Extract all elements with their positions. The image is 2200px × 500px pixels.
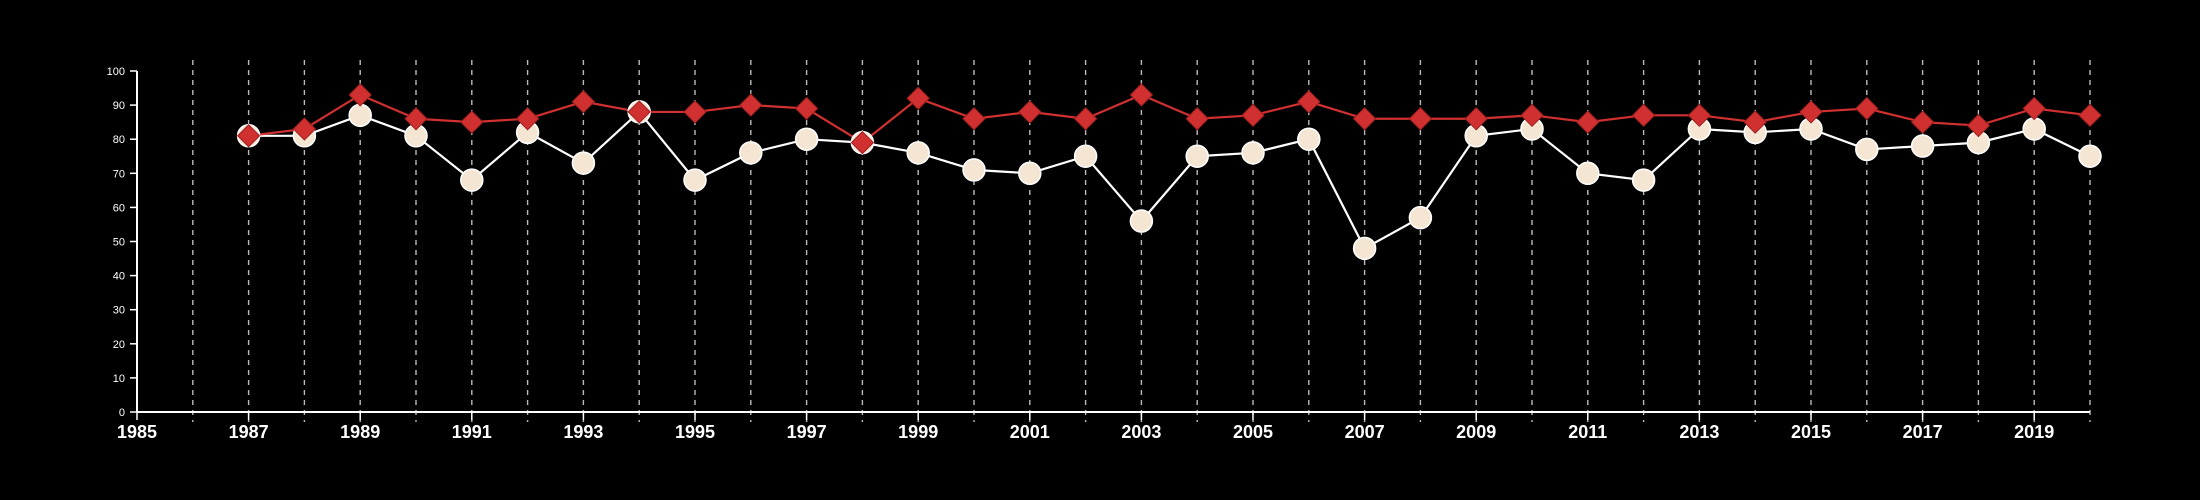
- series-1-point-1993: [571, 151, 596, 175]
- series-2-point-1990: [404, 107, 428, 131]
- x-tick-label: 1985: [117, 422, 157, 442]
- series-2-point-2002: [1073, 107, 1098, 131]
- series-1-point-2004: [1185, 144, 1209, 168]
- series-1-point-2002: [1073, 144, 1098, 168]
- series-1-point-2016: [1855, 137, 1879, 162]
- x-tick-label: 2013: [1679, 422, 1719, 442]
- series-2-point-2015: [1799, 100, 1823, 124]
- x-tick-label: 2017: [1903, 422, 1943, 442]
- series-1-point-1999: [906, 141, 930, 165]
- series-2-point-1987: [236, 124, 261, 148]
- series-2-point-1991: [460, 110, 484, 134]
- series-2-point-2001: [1018, 100, 1042, 124]
- series-2-point-2011: [1576, 110, 1600, 134]
- y-tick-label: 30: [113, 305, 125, 317]
- y-tick-label: 0: [119, 407, 125, 419]
- series-1-line: [248, 110, 2091, 250]
- x-tick-label: 1997: [787, 422, 827, 442]
- series-1-point-2017: [1910, 134, 1935, 158]
- series-1-point-2011: [1576, 161, 1600, 186]
- series-1-point-2019: [2022, 117, 2046, 141]
- series-2-point-1992: [515, 107, 540, 131]
- y-tick-label: 100: [107, 66, 125, 78]
- x-tick-label: 1991: [452, 422, 492, 442]
- series-2-point-2000: [962, 107, 986, 131]
- series-2-point-2005: [1241, 103, 1265, 128]
- series-2-point-2020: [2078, 103, 2102, 128]
- x-tick-label: 1987: [229, 422, 269, 442]
- x-tick-label: 2009: [1456, 422, 1496, 442]
- series-2-point-2018: [1966, 113, 1991, 138]
- series-2-point-2014: [1743, 110, 1767, 134]
- series-2-line: [248, 93, 2091, 144]
- series-2-point-2009: [1464, 107, 1488, 131]
- x-tick-label: 2001: [1010, 422, 1050, 442]
- tick-labels: 0 10 20 30 40 50 60 70 80 90 100 1985 1987 1989 1991 19…: [107, 66, 2055, 442]
- series-2-point-2006: [1297, 89, 1321, 114]
- series-2-point-2008: [1408, 107, 1433, 131]
- x-tick-label: 2005: [1233, 422, 1273, 442]
- series-2-point-2017: [1910, 110, 1935, 134]
- x-tick-label: 1993: [563, 422, 603, 442]
- y-tick-label: 40: [113, 271, 125, 283]
- series-2-point-1989: [348, 83, 372, 107]
- y-tick-label: 60: [113, 202, 125, 214]
- x-tick-label: 2015: [1791, 422, 1831, 442]
- y-tick-label: 10: [113, 373, 125, 385]
- series-2-point-2003: [1129, 83, 1154, 107]
- data-points: [236, 83, 2102, 261]
- series-1-point-2007: [1352, 236, 1377, 261]
- x-tick-label: 2019: [2014, 422, 2054, 442]
- series-2-point-2004: [1185, 107, 1209, 131]
- axes: [130, 70, 2090, 420]
- series-2-point-1995: [683, 100, 707, 124]
- series-2-point-1996: [739, 93, 763, 117]
- series-2-point-2016: [1855, 96, 1879, 121]
- x-tick-label: 2003: [1121, 422, 1161, 442]
- series-1-point-2012: [1631, 168, 1656, 192]
- series-1-point-1989: [348, 103, 372, 128]
- series-2-point-2019: [2022, 96, 2046, 121]
- x-tick-label: 1989: [340, 422, 380, 442]
- series-2-point-1994: [627, 100, 651, 124]
- x-tick-label: 2011: [1568, 422, 1607, 442]
- y-tick-label: 80: [113, 134, 125, 146]
- series-1-point-2005: [1241, 141, 1265, 165]
- series-2-point-1988: [292, 117, 317, 141]
- series-1-point-2001: [1018, 161, 1042, 186]
- series-1-point-2020: [2078, 144, 2102, 168]
- series-2-point-1998: [850, 130, 875, 155]
- y-tick-label: 20: [113, 339, 125, 351]
- series-1-point-1991: [460, 168, 484, 192]
- series-2-point-2010: [1520, 103, 1544, 128]
- y-tick-label: 90: [113, 100, 125, 112]
- series-1-point-1995: [683, 168, 707, 192]
- series-lines: [248, 93, 2091, 250]
- series-1-point-2006: [1297, 127, 1321, 151]
- x-tick-label: 1999: [898, 422, 938, 442]
- series-2-point-1993: [571, 89, 596, 114]
- series-2-point-2012: [1631, 103, 1656, 128]
- x-tick-label: 2007: [1345, 422, 1385, 442]
- y-tick-label: 50: [113, 237, 125, 249]
- series-1-point-1996: [739, 141, 763, 165]
- x-tick-label: 1995: [675, 422, 715, 442]
- y-tick-label: 70: [113, 168, 125, 180]
- series-2-point-1999: [906, 86, 930, 110]
- series-2-point-1997: [794, 96, 819, 121]
- series-1-point-1997: [794, 127, 819, 151]
- series-1-point-2003: [1129, 209, 1154, 233]
- series-1-point-2000: [962, 158, 986, 182]
- series-2-point-2013: [1687, 103, 1712, 128]
- series-1-point-2008: [1408, 205, 1433, 230]
- series-2-point-2007: [1352, 107, 1377, 131]
